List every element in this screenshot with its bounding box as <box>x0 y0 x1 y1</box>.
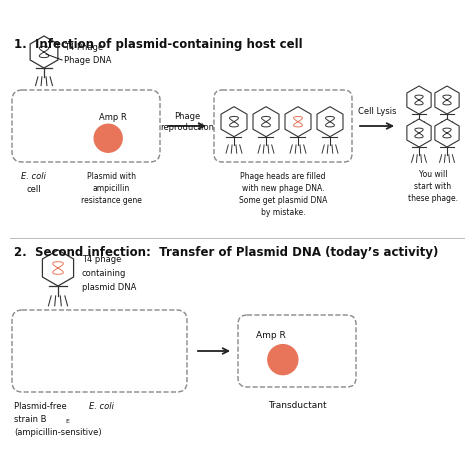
Polygon shape <box>407 86 431 114</box>
Text: plasmid DNA: plasmid DNA <box>82 283 137 292</box>
Text: cell: cell <box>27 185 41 194</box>
Text: by mistake.: by mistake. <box>261 208 305 217</box>
Text: 2.  Second infection:  Transfer of Plasmid DNA (today’s activity): 2. Second infection: Transfer of Plasmid… <box>14 246 438 259</box>
Text: Amp R: Amp R <box>256 331 286 340</box>
Text: containing: containing <box>82 270 127 279</box>
Text: Phage: Phage <box>174 112 200 121</box>
Text: Phage heads are filled: Phage heads are filled <box>240 172 326 181</box>
Polygon shape <box>285 107 311 137</box>
Text: with new phage DNA.: with new phage DNA. <box>242 184 324 193</box>
FancyBboxPatch shape <box>238 315 356 387</box>
Text: strain B: strain B <box>14 415 46 424</box>
Text: ampicillin: ampicillin <box>92 184 130 193</box>
Text: Cell Lysis: Cell Lysis <box>358 107 396 116</box>
Text: start with: start with <box>414 182 452 191</box>
Polygon shape <box>221 107 247 137</box>
Polygon shape <box>30 36 58 68</box>
Text: (ampicillin-sensitive): (ampicillin-sensitive) <box>14 428 101 437</box>
Text: Plasmid with: Plasmid with <box>87 172 136 181</box>
Text: Plasmid-free: Plasmid-free <box>14 402 69 411</box>
FancyBboxPatch shape <box>12 310 187 392</box>
Polygon shape <box>42 250 73 286</box>
Text: E. coli: E. coli <box>89 402 114 411</box>
Text: 1.  Infection of plasmid-containing host cell: 1. Infection of plasmid-containing host … <box>14 38 302 51</box>
Polygon shape <box>407 119 431 147</box>
Text: Some get plasmid DNA: Some get plasmid DNA <box>239 196 327 205</box>
FancyBboxPatch shape <box>12 90 160 162</box>
Text: E: E <box>65 419 69 424</box>
Polygon shape <box>435 86 459 114</box>
Text: E. coli: E. coli <box>21 172 46 181</box>
Polygon shape <box>253 107 279 137</box>
Polygon shape <box>317 107 343 137</box>
FancyBboxPatch shape <box>214 90 352 162</box>
Text: resistance gene: resistance gene <box>81 196 142 205</box>
Text: reproduction: reproduction <box>160 123 214 132</box>
Text: You will: You will <box>419 170 447 179</box>
Text: Transductant: Transductant <box>268 401 326 410</box>
Circle shape <box>268 345 298 374</box>
Text: Amp R: Amp R <box>99 113 127 122</box>
Text: T4 phage: T4 phage <box>82 255 121 264</box>
Text: Phage DNA: Phage DNA <box>64 55 111 64</box>
Circle shape <box>94 124 122 152</box>
Text: T4 Phage: T4 Phage <box>64 43 103 52</box>
Text: these phage.: these phage. <box>408 194 458 203</box>
Polygon shape <box>435 119 459 147</box>
